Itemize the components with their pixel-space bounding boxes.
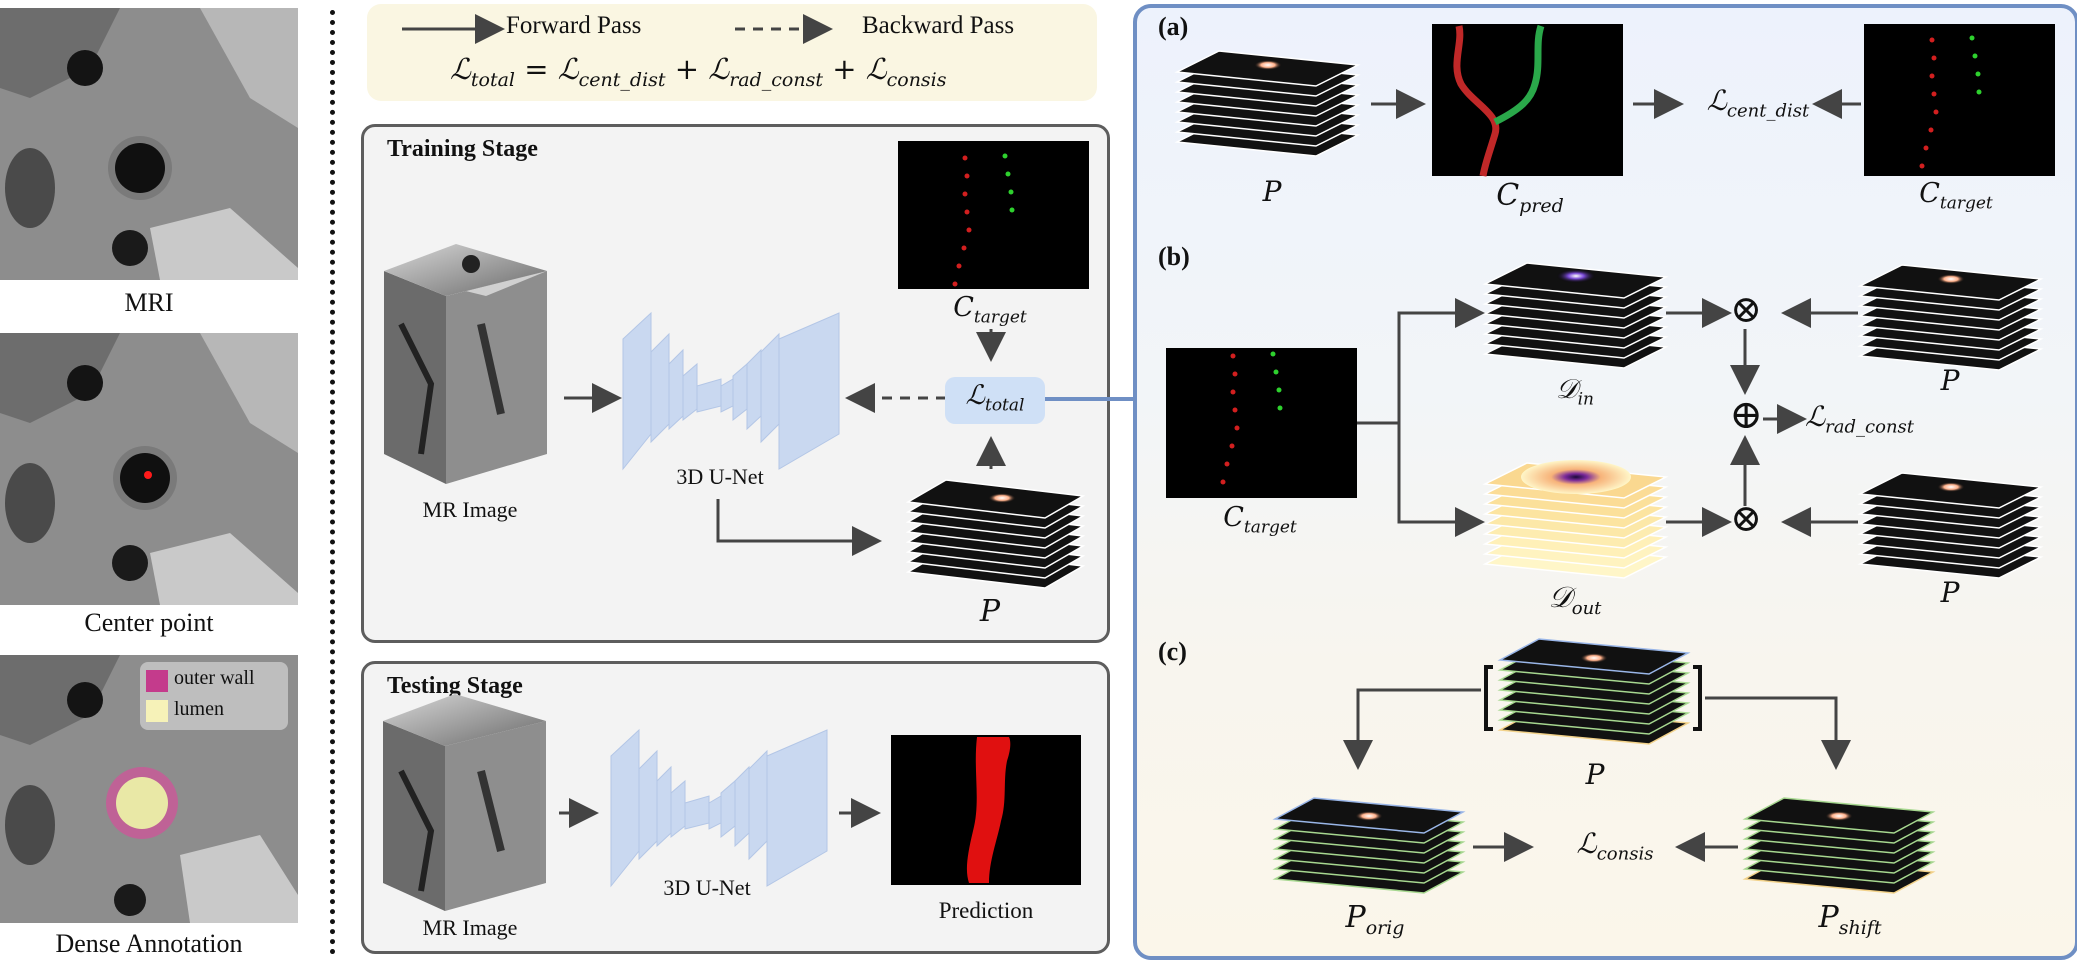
panel-b-label: (b) (1158, 242, 1190, 271)
testing-unet (610, 728, 828, 888)
a-loss-label: ℒcent_dist (1706, 84, 1810, 122)
backward-pass-label: Backward Pass (862, 12, 1015, 39)
dense-annotation-image (0, 655, 298, 923)
c-loss-label: ℒconsis (1576, 827, 1654, 865)
b-p-bottom-label: P (1940, 576, 1960, 609)
panel-graphics (1166, 24, 2055, 894)
mri-caption: MRI (124, 288, 174, 317)
outer-wall-swatch (146, 670, 168, 692)
center-point-marker (144, 471, 152, 479)
a-c-target-green-dots (1969, 35, 1982, 95)
dense-annotation-drawing (0, 655, 298, 923)
mri-image (0, 8, 298, 280)
outer-wall-label: outer wall (174, 667, 255, 689)
mri-drawing (0, 8, 298, 280)
a-c-target-image (1864, 24, 2055, 176)
b-c-target-green-dots (1270, 351, 1283, 411)
center-point-drawing (0, 333, 298, 605)
training-loss-label: ℒtotal (965, 380, 1025, 416)
prediction-vessel (966, 737, 1011, 883)
testing-mr-image-label: MR Image (422, 915, 518, 940)
training-c-target-green-dots (1002, 153, 1015, 213)
b-p-top-label: P (1940, 364, 1960, 397)
p-orig-stack (1272, 797, 1466, 894)
training-c-target-red-dots (952, 155, 972, 287)
b-p-top-stack (1857, 264, 2044, 371)
prediction-label: Prediction (938, 898, 1034, 923)
training-stage-graphics (384, 141, 1089, 589)
b-c-target-image (1166, 348, 1357, 498)
a-c-target-label: Ctarget (1919, 178, 1993, 214)
d-out-stack (1482, 460, 1669, 579)
training-p-stack (905, 479, 1086, 589)
a-c-target-red-dots (1919, 37, 1939, 169)
lumen-swatch (146, 700, 168, 722)
training-stage-title: Training Stage (387, 136, 538, 162)
testing-stage-graphics (383, 694, 1081, 911)
c-pred-green-curve (1493, 24, 1545, 126)
p-shift-stack (1742, 797, 1936, 894)
otimes-top-icon: ⊗ (1730, 289, 1762, 331)
oplus-icon: ⊕ (1729, 392, 1763, 437)
column-divider (330, 10, 335, 955)
legend-arrows (402, 14, 833, 44)
mr-image-cube (384, 244, 547, 484)
panel-c-label: (c) (1158, 637, 1187, 666)
testing-mr-image-cube (383, 694, 546, 911)
d-in-label: 𝒟in (1556, 374, 1594, 410)
lumen-label: lumen (174, 698, 224, 720)
c-p-stack (1497, 638, 1691, 745)
center-point-image (0, 333, 298, 605)
c-pred-red-curve (1453, 25, 1500, 177)
loss-panel-connector (1045, 397, 1137, 401)
b-loss-label: ℒrad_const (1805, 400, 1915, 438)
b-p-bottom-stack (1857, 472, 2044, 579)
a-p-label: P (1262, 175, 1282, 208)
c-p-label: P (1585, 758, 1605, 791)
testing-unet-label: 3D U-Net (663, 875, 751, 900)
training-c-target-image (898, 141, 1089, 289)
p-shift-label: Pshift (1818, 900, 1882, 939)
panel-a-label: (a) (1158, 12, 1189, 41)
p-orig-label: Porig (1345, 900, 1405, 939)
training-c-target-label: Ctarget (953, 292, 1027, 328)
dense-annotation-caption: Dense Annotation (55, 929, 243, 958)
center-point-caption: Center point (84, 608, 214, 637)
d-out-label: 𝒟out (1548, 580, 1602, 619)
training-mr-image-label: MR Image (422, 497, 518, 522)
training-unet-label: 3D U-Net (676, 464, 764, 489)
forward-pass-label: Forward Pass (506, 12, 642, 39)
c-pred-label: Cpred (1496, 178, 1564, 217)
training-loss-box (945, 377, 1045, 424)
training-p-label: P (979, 594, 1001, 629)
training-unet (622, 311, 840, 471)
b-c-target-red-dots (1220, 353, 1240, 485)
a-p-stack (1174, 50, 1361, 157)
total-loss-equation: ℒtotal = ℒcent_dist + ℒrad_const + ℒcons… (450, 52, 947, 91)
b-c-target-label: Ctarget (1223, 502, 1297, 538)
otimes-bottom-icon: ⊗ (1730, 498, 1762, 540)
d-in-stack (1482, 262, 1669, 369)
